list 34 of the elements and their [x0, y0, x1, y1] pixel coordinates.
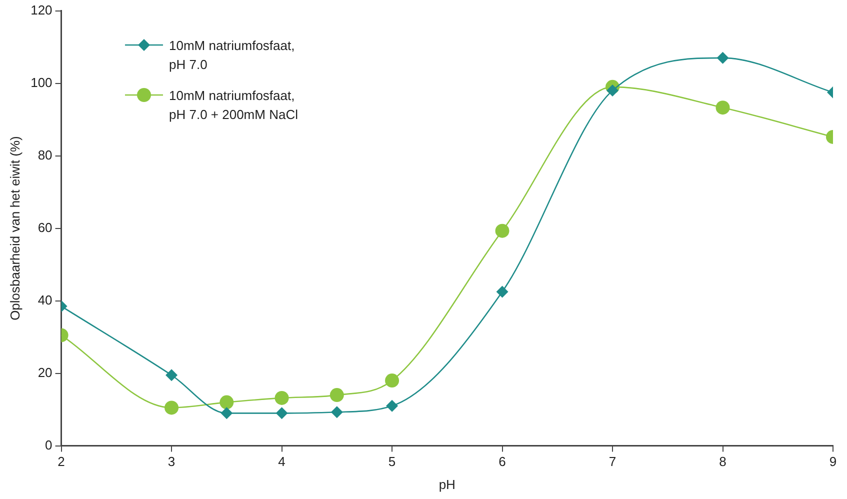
legend-label: 10mM natriumfosfaat, pH 7.0: [169, 37, 295, 74]
y-axis-title: Oplosbaarheid van het eiwit (%): [7, 136, 22, 320]
point: [606, 84, 619, 97]
x-tick-label: 4: [278, 454, 286, 470]
y-tick-label: 0: [45, 437, 52, 452]
x-tick-label: 8: [719, 454, 726, 470]
point: [330, 388, 344, 402]
x-axis-title: pH: [438, 476, 456, 492]
point: [220, 395, 234, 410]
point: [495, 224, 510, 238]
y-tick-label: 60: [38, 220, 52, 235]
x-tick-label: 7: [608, 454, 616, 470]
point: [716, 100, 730, 115]
point: [274, 390, 289, 405]
y-tick-label: 120: [30, 2, 52, 18]
point: [385, 374, 400, 388]
y-tick-label: 80: [38, 147, 52, 162]
point: [166, 369, 178, 382]
point: [330, 406, 343, 418]
x-tick-label: 2: [58, 454, 65, 470]
point: [164, 400, 179, 415]
point: [276, 407, 288, 420]
point: [716, 52, 729, 64]
x-tick-label: 9: [829, 454, 837, 470]
point: [220, 407, 233, 420]
y-tick-label: 100: [30, 74, 52, 90]
point: [496, 286, 508, 298]
point: [386, 400, 398, 412]
y-tick-label: 20: [38, 364, 52, 380]
y-tick-label: 40: [38, 292, 52, 308]
x-tick-label: 5: [388, 454, 396, 470]
x-tick-label: 3: [168, 454, 176, 470]
legend-label: 10mM natriumfosfaat, pH 7.0 + 200mM NaCl: [169, 87, 298, 124]
x-tick-label: 6: [498, 454, 506, 470]
